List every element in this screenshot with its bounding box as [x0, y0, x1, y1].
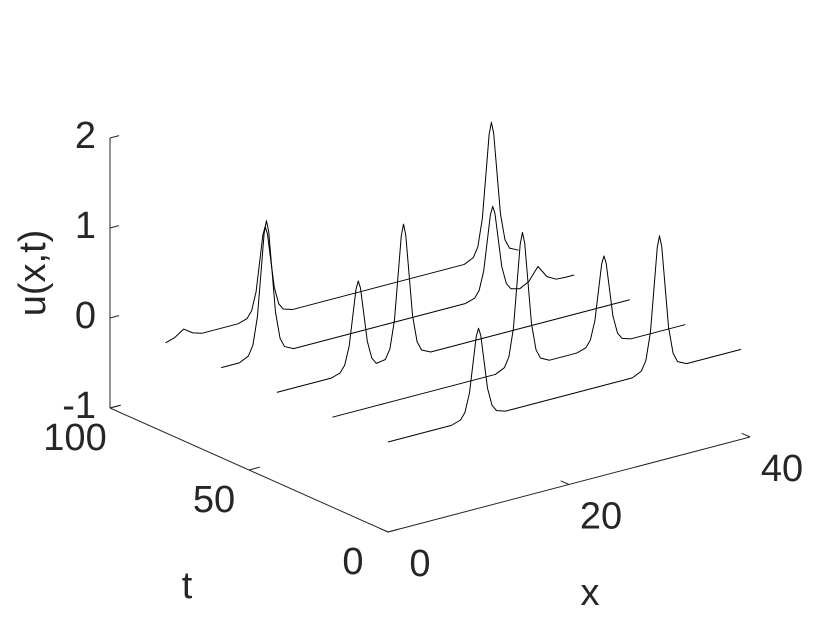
x-axis-label: x: [581, 572, 600, 614]
series-line: [276, 223, 630, 393]
u-tick: [109, 315, 120, 319]
series-line: [332, 231, 686, 418]
u-tick-label: -1: [62, 385, 96, 427]
t-tick: [387, 528, 399, 533]
t-tick-label: 0: [342, 541, 363, 583]
u-tick: [109, 405, 120, 409]
t-tick-label: 50: [193, 479, 235, 521]
series-line: [221, 205, 575, 369]
series-line: [165, 121, 519, 344]
u-tick-label: 1: [75, 205, 96, 247]
u-axis-label: u(x,t): [12, 230, 54, 317]
u-tick: [109, 225, 120, 229]
series-line: [387, 235, 742, 443]
t-axis-label: t: [182, 565, 193, 607]
x-tick: [379, 527, 389, 533]
x-tick: [560, 480, 570, 485]
x-tick: [741, 432, 751, 438]
u-tick: [109, 135, 120, 139]
u-tick-label: 2: [75, 115, 96, 157]
x-tick-label: 20: [580, 496, 622, 538]
x-tick-label: 0: [409, 543, 430, 585]
t-tick: [248, 466, 260, 471]
t-tick-label: 100: [43, 417, 106, 459]
x-tick-label: 40: [761, 448, 803, 490]
u-tick-label: 0: [75, 295, 96, 337]
